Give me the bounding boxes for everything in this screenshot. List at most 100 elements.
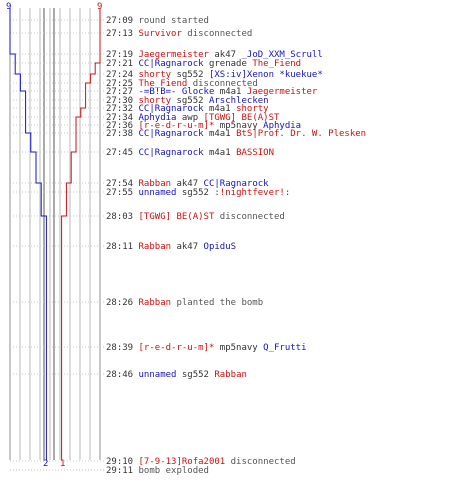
event-time: 28:11 bbox=[106, 242, 139, 252]
event-text: m4a1 bbox=[203, 129, 237, 139]
event-time: 28:39 bbox=[106, 343, 139, 353]
event-text: sg552 bbox=[176, 188, 215, 198]
red-team-end-count: 1 bbox=[60, 459, 66, 469]
red-player-name: [TGWG] BE(A)ST bbox=[203, 113, 280, 123]
event-row: 28:46 unnamed sg552 Rabban bbox=[106, 370, 247, 380]
event-time: 27:24 bbox=[106, 70, 139, 80]
event-row: 29:10 [7-9-13]Rofa2001 disconnected bbox=[106, 457, 296, 467]
event-time: 27:38 bbox=[106, 129, 139, 139]
red-team-count-line bbox=[61, 8, 101, 460]
event-text: sg552 bbox=[171, 70, 209, 80]
event-time: 28:46 bbox=[106, 370, 139, 380]
event-text: awp bbox=[176, 113, 204, 123]
red-player-name: BASSION bbox=[236, 148, 274, 158]
red-player-name: Rabban bbox=[138, 179, 172, 189]
event-row: 27:19 Jaegermeister ak47 _JoD_XXM_Scrull bbox=[106, 50, 323, 60]
blue-player-name: Aphydia bbox=[138, 113, 177, 123]
event-time: 27:54 bbox=[106, 179, 139, 189]
red-player-name: [TGWG] BE(A)ST bbox=[138, 212, 215, 222]
event-time: 29:11 bbox=[106, 466, 139, 476]
blue-player-name: Q_Frutti bbox=[263, 343, 307, 353]
event-row: 27:32 CC|Ragnarock m4a1 shorty bbox=[106, 104, 269, 114]
event-time: 29:10 bbox=[106, 457, 139, 467]
blue-player-name: CC|Ragnarock bbox=[138, 148, 204, 158]
event-row: 27:36 [r-e-d-r-u-m]* mp5navy Aphydia bbox=[106, 121, 301, 131]
event-time: 28:26 bbox=[106, 298, 139, 308]
event-text: sg552 bbox=[176, 370, 215, 380]
event-row: 27:13 Survivor disconnected bbox=[106, 29, 252, 39]
event-row: 27:34 Aphydia awp [TGWG] BE(A)ST bbox=[106, 113, 279, 123]
event-text: disconnected bbox=[225, 457, 296, 467]
red-player-name: shorty bbox=[138, 96, 172, 106]
blue-player-name: CC|Ragnarock bbox=[138, 104, 204, 114]
red-player-name: [r-e-d-r-u-m]* bbox=[138, 121, 215, 131]
red-player-name: Rabban bbox=[214, 370, 247, 380]
red-player-name: Rabban bbox=[138, 298, 172, 308]
event-text: mp5navy bbox=[214, 343, 264, 353]
red-player-name: BtS|Prof. Dr. W. Plesken bbox=[236, 129, 367, 139]
event-text: grenade bbox=[203, 59, 253, 69]
event-row: 28:11 Rabban ak47 OpiduS bbox=[106, 242, 236, 252]
red-player-name: The_Fiend bbox=[138, 79, 188, 89]
event-row: 27:55 unnamed sg552 :!nightfever!: bbox=[106, 188, 290, 198]
event-time: 27:21 bbox=[106, 59, 139, 69]
event-text: round started bbox=[138, 16, 209, 26]
red-player-name: [7-9-13]Rofa2001 bbox=[138, 457, 226, 467]
event-text: m4a1 bbox=[203, 148, 237, 158]
red-player-name: :!nightfever!: bbox=[214, 188, 291, 198]
event-text: m4a1 bbox=[203, 104, 237, 114]
event-time: 27:25 bbox=[106, 79, 139, 89]
event-row: 27:24 shorty sg552 [XS:iv]Xenon *kuekue* bbox=[106, 70, 323, 80]
blue-player-name: Aphydia bbox=[263, 121, 302, 131]
red-player-name: The_Fiend bbox=[252, 59, 302, 69]
event-text: sg552 bbox=[171, 96, 209, 106]
blue-player-name: -=B!B=- Glocke bbox=[138, 87, 215, 97]
red-player-name: shorty bbox=[236, 104, 269, 114]
event-text: planted the bomb bbox=[171, 298, 264, 308]
event-row: 28:03 [TGWG] BE(A)ST disconnected bbox=[106, 212, 285, 222]
red-team-start-count: 9 bbox=[97, 2, 103, 12]
blue-player-name: unnamed bbox=[138, 188, 177, 198]
event-time: 27:55 bbox=[106, 188, 139, 198]
event-row: 27:21 CC|Ragnarock grenade The_Fiend bbox=[106, 59, 301, 69]
red-player-name: [r-e-d-r-u-m]* bbox=[138, 343, 215, 353]
blue-player-name: CC|Ragnarock bbox=[138, 59, 204, 69]
event-time: 27:27 bbox=[106, 87, 139, 97]
blue-player-name: Arschlecken bbox=[208, 96, 269, 106]
red-player-name: Jaegermeister bbox=[138, 50, 209, 60]
event-row: 27:54 Rabban ak47 CC|Ragnarock bbox=[106, 179, 269, 189]
event-text: ak47 bbox=[171, 242, 204, 252]
event-time: 27:13 bbox=[106, 29, 139, 39]
event-row: 27:45 CC|Ragnarock m4a1 BASSION bbox=[106, 148, 274, 158]
event-time: 27:19 bbox=[106, 50, 139, 60]
event-time: 27:45 bbox=[106, 148, 139, 158]
red-player-name: Rabban bbox=[138, 242, 172, 252]
red-player-name: Jaegermeister bbox=[246, 87, 318, 97]
red-player-name: shorty bbox=[138, 70, 172, 80]
event-row: 29:11 bomb exploded bbox=[106, 466, 209, 476]
event-text: ak47 bbox=[208, 50, 242, 60]
blue-player-name: [XS:iv]Xenon *kuekue* bbox=[208, 70, 323, 80]
red-player-name: Survivor bbox=[138, 29, 182, 39]
blue-player-name: OpiduS bbox=[203, 242, 237, 252]
event-text: mp5navy bbox=[214, 121, 264, 131]
event-time: 27:30 bbox=[106, 96, 139, 106]
blue-team-start-count: 9 bbox=[6, 2, 12, 12]
event-text: bomb exploded bbox=[138, 466, 209, 476]
event-time: 27:32 bbox=[106, 104, 139, 114]
blue-player-name: CC|Ragnarock bbox=[203, 179, 269, 189]
event-text: disconnected bbox=[181, 29, 253, 39]
blue-player-name: CC|Ragnarock bbox=[138, 129, 204, 139]
event-text: disconnected bbox=[187, 79, 258, 89]
event-text: ak47 bbox=[171, 179, 204, 189]
event-row: 27:09 round started bbox=[106, 16, 209, 26]
event-row: 27:30 shorty sg552 Arschlecken bbox=[106, 96, 269, 106]
event-row: 28:39 [r-e-d-r-u-m]* mp5navy Q_Frutti bbox=[106, 343, 307, 353]
blue-player-name: unnamed bbox=[138, 370, 177, 380]
event-text: disconnected bbox=[214, 212, 285, 222]
blue-player-name: _JoD_XXM_Scrull bbox=[241, 50, 323, 60]
event-row: 28:26 Rabban planted the bomb bbox=[106, 298, 263, 308]
event-text: m4a1 bbox=[214, 87, 247, 97]
event-time: 28:03 bbox=[106, 212, 139, 222]
